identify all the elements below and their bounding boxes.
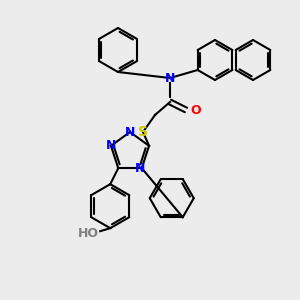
Text: N: N	[165, 71, 175, 85]
Text: N: N	[106, 139, 116, 152]
Text: N: N	[135, 162, 145, 175]
Text: N: N	[125, 125, 135, 139]
Text: O: O	[190, 103, 201, 116]
Text: S: S	[138, 125, 148, 139]
Text: HO: HO	[78, 227, 99, 240]
